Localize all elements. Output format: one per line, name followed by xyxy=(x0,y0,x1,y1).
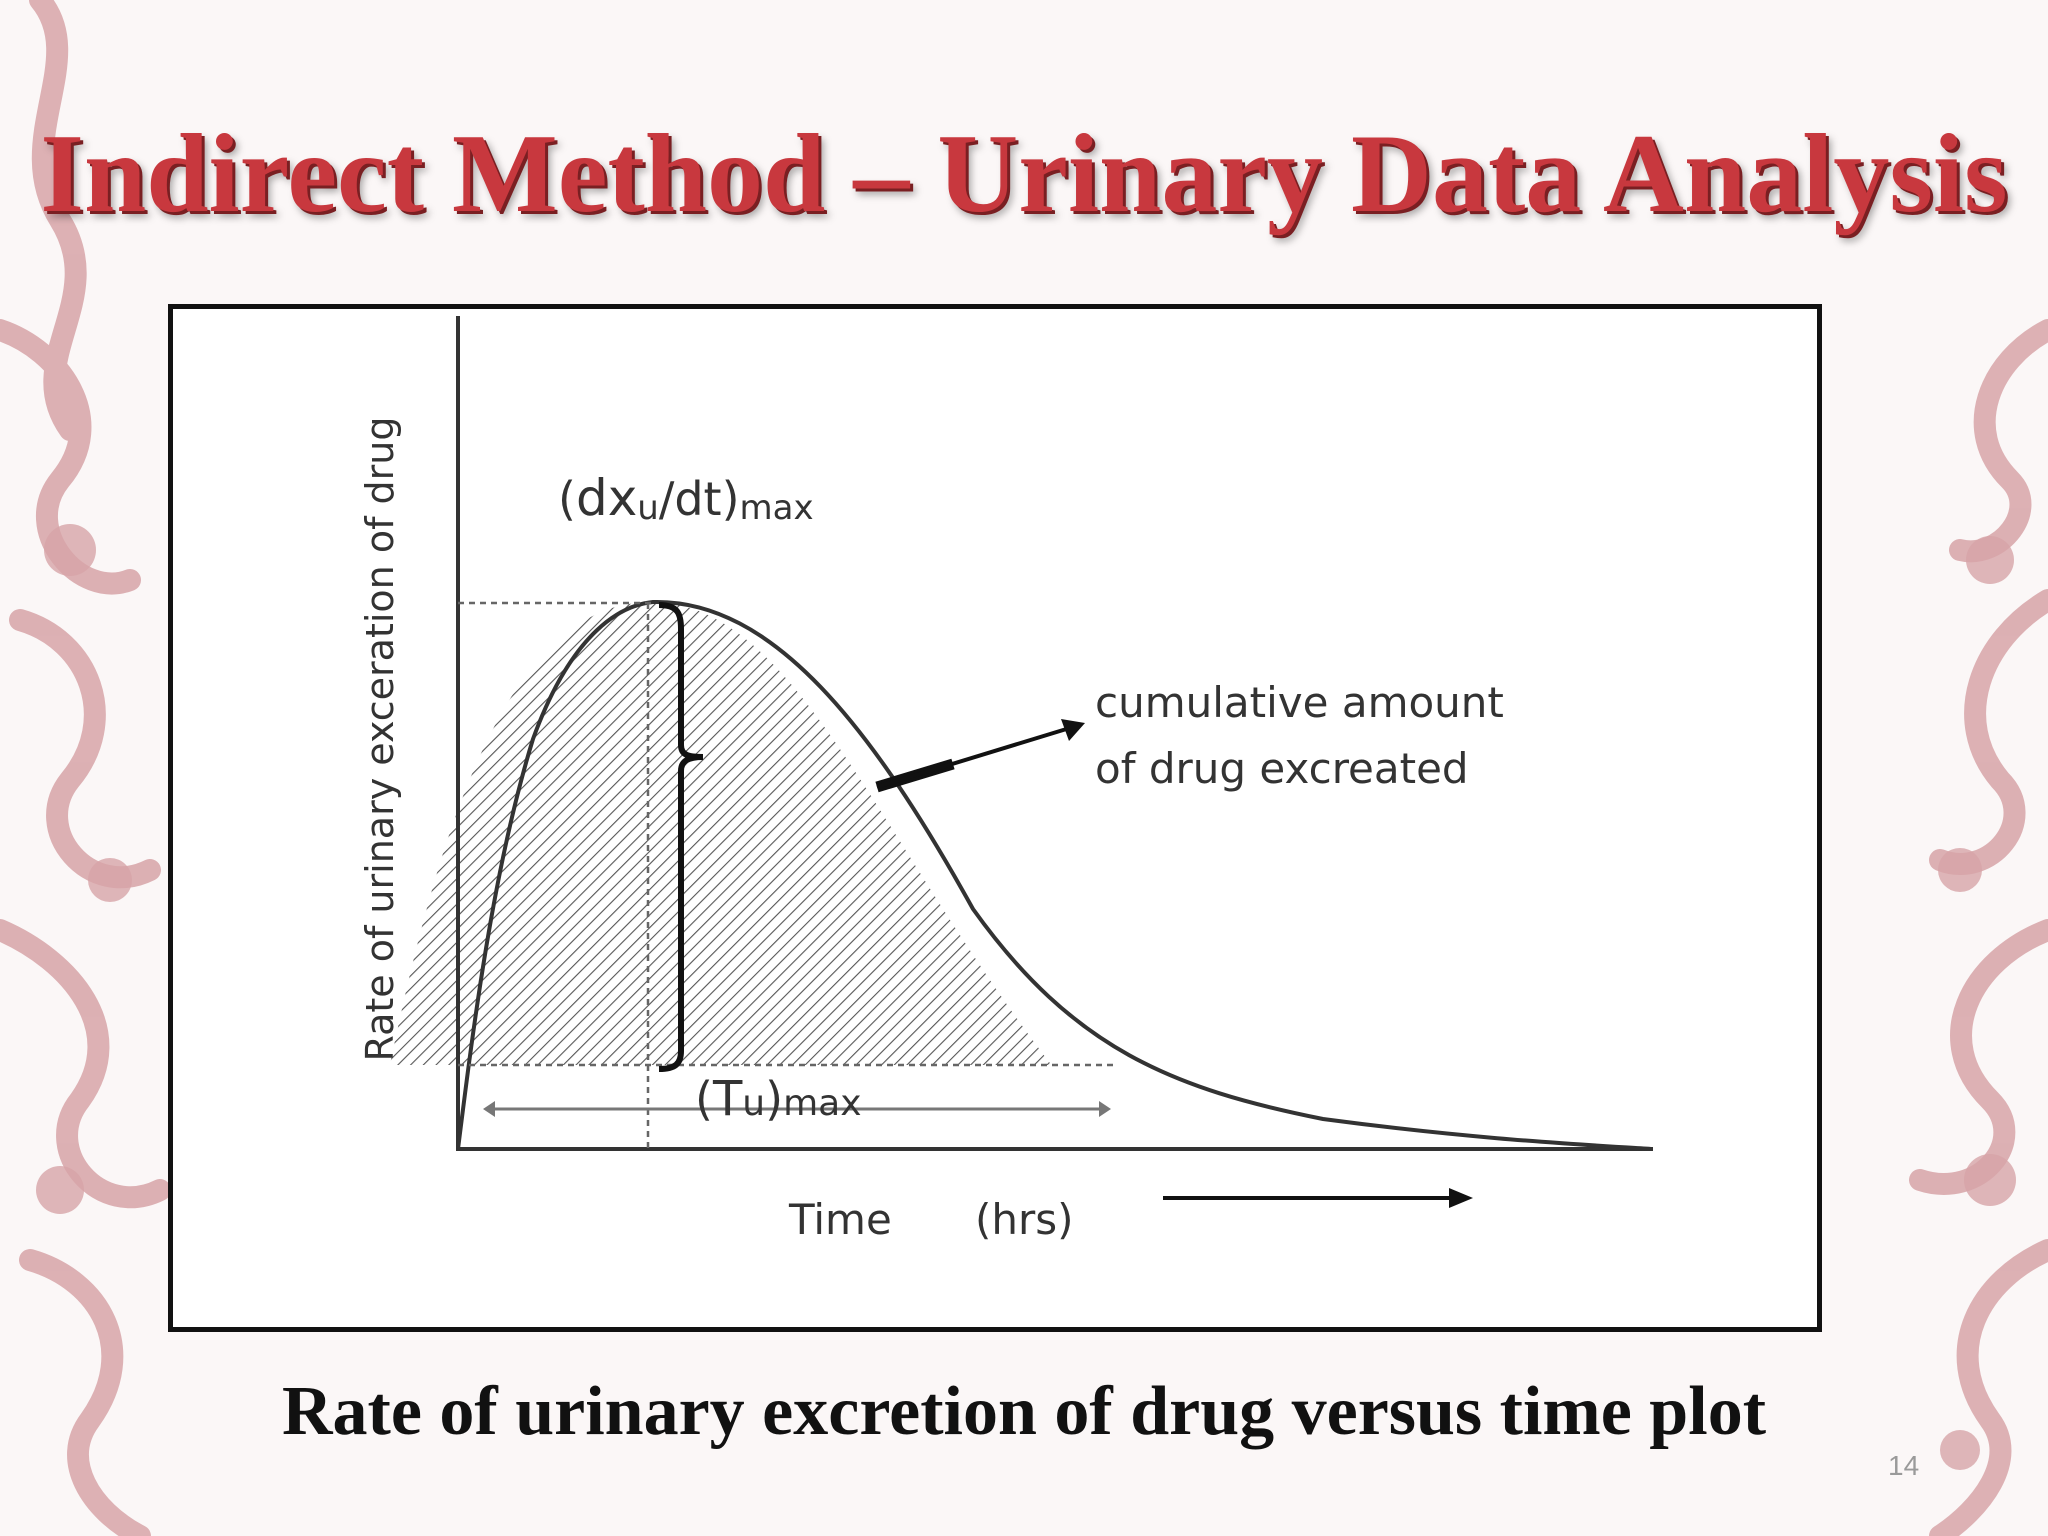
cumulative-area-hatch xyxy=(358,601,1553,1065)
peak-rate-label: (dxu/dt)max xyxy=(558,469,814,528)
diagram-frame: Rate of urinary exceration of drug (dxu/… xyxy=(168,304,1822,1332)
annotation-line-2: of drug excreated xyxy=(1095,744,1469,793)
duration-arrow-left-head xyxy=(483,1101,495,1117)
annotation-pointer-arrow xyxy=(876,725,1074,789)
pk-urinary-diagram: Rate of urinary exceration of drug (dxu/… xyxy=(358,316,1653,1244)
curly-brace xyxy=(658,602,704,1072)
excretion-rate-curve xyxy=(456,599,1652,1151)
slide-title: Indirect Method – Urinary Data Analysis xyxy=(40,112,2008,236)
annotation-line-1: cumulative amount xyxy=(1095,678,1504,727)
duration-arrow-right-head xyxy=(1099,1101,1111,1117)
x-axis-label: Time xyxy=(788,1195,892,1244)
figure-caption: Rate of urinary excretion of drug versus… xyxy=(281,1373,1766,1450)
annotation-pointer-arrowhead xyxy=(1061,719,1085,741)
y-axis-label: Rate of urinary exceration of drug xyxy=(358,417,402,1062)
slide-number: 14 xyxy=(1888,1450,1920,1481)
time-direction-arrowhead xyxy=(1449,1188,1473,1208)
x-axis-unit: (hrs) xyxy=(975,1195,1074,1244)
tmax-label: (Tu)max xyxy=(695,1071,862,1127)
